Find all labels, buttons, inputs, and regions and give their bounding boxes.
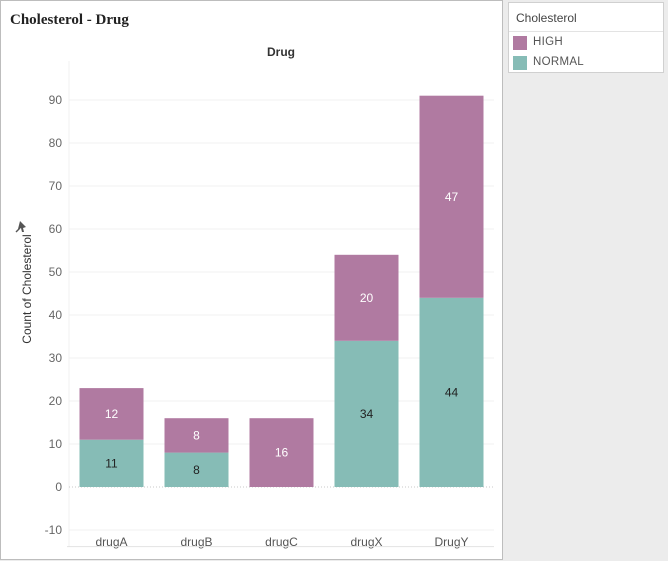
- legend-swatch-high: [513, 36, 527, 50]
- y-tick-label: 0: [55, 480, 62, 494]
- column-header: Drug: [267, 45, 295, 59]
- pin-icon[interactable]: [15, 221, 26, 233]
- legend-panel: Cholesterol HIGH NORMAL: [508, 2, 664, 73]
- data-label: 20: [360, 291, 374, 305]
- data-label: 8: [193, 428, 200, 442]
- y-tick-label: 30: [49, 351, 63, 365]
- worksheet: Cholesterol - Drug Drug -10 0 10 20 30 40 50 60…: [0, 0, 503, 560]
- y-axis-title-group: Count of Cholesterol: [20, 234, 34, 343]
- legend-item-normal[interactable]: NORMAL: [513, 55, 659, 71]
- y-tick-label: 40: [49, 308, 63, 322]
- bar-drugc-high[interactable]: [249, 418, 314, 487]
- bar-drugx-high[interactable]: [334, 254, 399, 341]
- legend-label-high: HIGH: [533, 36, 563, 48]
- data-label: 11: [105, 456, 118, 470]
- legend-title: Cholesterol: [516, 11, 577, 25]
- y-tick-label: 60: [49, 222, 63, 236]
- x-tick-label: drugX: [350, 535, 382, 549]
- y-tick-label: 70: [49, 179, 63, 193]
- bar-druga-normal[interactable]: [79, 439, 144, 487]
- data-label: 34: [360, 407, 374, 421]
- data-label: 47: [445, 190, 459, 204]
- y-axis-label: Count of Cholesterol: [20, 234, 34, 343]
- bar-chart: Drug -10 0 10 20 30 40 50 60 70 80 90 11 12 8 8 16 34 20…: [15, 45, 494, 549]
- legend-divider: [509, 31, 663, 32]
- legend-item-high[interactable]: HIGH: [513, 35, 659, 51]
- y-tick-label: 50: [49, 265, 63, 279]
- data-label: 44: [445, 385, 459, 399]
- bar-drugy-high[interactable]: [419, 95, 484, 298]
- chart-title: Cholesterol - Drug: [10, 12, 129, 28]
- y-tick-label: 80: [49, 136, 63, 150]
- x-tick-label: DrugY: [434, 535, 468, 549]
- data-label: 12: [105, 407, 119, 421]
- x-tick-label: drugC: [265, 535, 298, 549]
- x-tick-label: drugA: [95, 535, 127, 549]
- legend-label-normal: NORMAL: [533, 56, 585, 68]
- bar-druga-high[interactable]: [79, 388, 144, 440]
- bar-drugb-high[interactable]: [164, 418, 229, 453]
- data-label: 8: [193, 463, 200, 477]
- data-label: 16: [275, 446, 289, 460]
- bar-drugx-normal[interactable]: [334, 340, 399, 487]
- y-tick-label: 10: [49, 437, 63, 451]
- x-tick-label: drugB: [180, 535, 212, 549]
- bar-drugb-normal[interactable]: [164, 452, 229, 487]
- y-tick-label: -10: [45, 523, 63, 537]
- y-tick-label: 20: [49, 394, 63, 408]
- y-tick-label: 90: [49, 93, 63, 107]
- bar-drugy-normal[interactable]: [419, 297, 484, 487]
- legend-swatch-normal: [513, 56, 527, 70]
